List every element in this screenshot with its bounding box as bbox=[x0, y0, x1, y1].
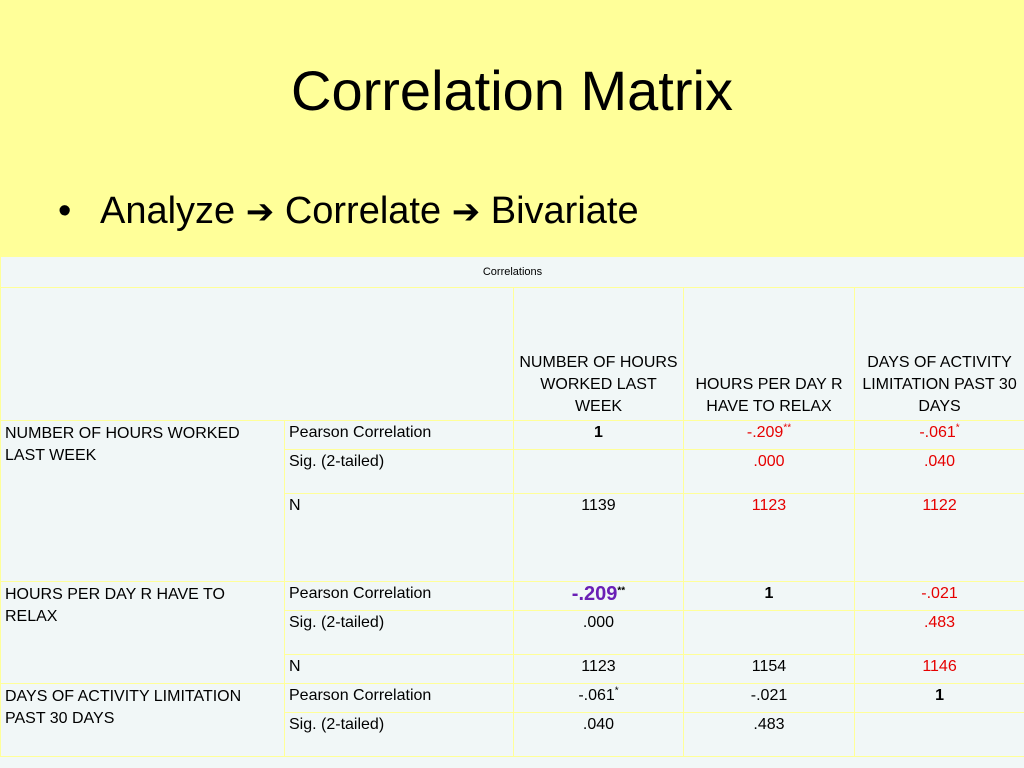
column-header-hours-relax: HOURS PER DAY R HAVE TO RELAX bbox=[683, 287, 855, 421]
menu-step-correlate: Correlate bbox=[284, 190, 442, 232]
table-cell: 1 bbox=[853, 683, 1024, 713]
table-cell: .483 bbox=[853, 610, 1024, 655]
row-label-hours-relax: HOURS PER DAY R HAVE TO RELAX bbox=[0, 581, 285, 684]
table-cell: .040 bbox=[853, 449, 1024, 494]
correlations-table-panel: Correlations NUMBER OF HOURS WORKED LAST… bbox=[0, 256, 1024, 768]
table-row: Sig. (2-tailed) .000 .483 bbox=[1, 610, 1024, 655]
correlations-table: Correlations NUMBER OF HOURS WORKED LAST… bbox=[0, 256, 1024, 757]
stat-label-n: N bbox=[284, 654, 514, 684]
table-row: NUMBER OF HOURS WORKED LAST WEEK Pearson… bbox=[0, 420, 1024, 582]
row-label-hours-worked: NUMBER OF HOURS WORKED LAST WEEK bbox=[0, 420, 285, 582]
table-row: Sig. (2-tailed) .040 .483 bbox=[1, 712, 1024, 757]
table-cell: .040 bbox=[513, 712, 684, 757]
header-blank-cell bbox=[0, 287, 514, 421]
slide-title: Correlation Matrix bbox=[291, 59, 733, 122]
table-cell: 1 bbox=[513, 420, 684, 450]
table-cell: 1 bbox=[683, 581, 855, 611]
table-cell: -.021 bbox=[683, 683, 855, 713]
table-cell: 1122 bbox=[853, 493, 1024, 582]
table-cell bbox=[853, 712, 1024, 757]
table-row: HOURS PER DAY R HAVE TO RELAX Pearson Co… bbox=[0, 581, 1024, 684]
stat-label-pearson: Pearson Correlation bbox=[284, 683, 514, 713]
table-cell: -.061* bbox=[513, 683, 684, 713]
table-cell: -.021 bbox=[853, 581, 1024, 611]
table-cell: -.209** bbox=[513, 581, 684, 611]
table-cell: 1123 bbox=[683, 493, 855, 582]
right-arrow-icon: ➔ bbox=[451, 193, 481, 231]
table-cell: .483 bbox=[683, 712, 855, 757]
right-arrow-icon: ➔ bbox=[245, 193, 275, 231]
column-header-hours-worked: NUMBER OF HOURS WORKED LAST WEEK bbox=[513, 287, 684, 421]
menu-step-analyze: Analyze bbox=[100, 190, 236, 232]
stat-label-sig: Sig. (2-tailed) bbox=[284, 610, 514, 655]
table-cell: 1139 bbox=[513, 493, 684, 582]
table-row: DAYS OF ACTIVITY LIMITATION PAST 30 DAYS… bbox=[0, 683, 1024, 757]
row-label-days-limitation: DAYS OF ACTIVITY LIMITATION PAST 30 DAYS bbox=[0, 683, 285, 757]
bullet-item: • Analyze ➔ Correlate ➔ Bivariate bbox=[58, 190, 639, 233]
table-row: N 1139 1123 1122 bbox=[1, 493, 1024, 582]
stat-label-n: N bbox=[284, 493, 514, 582]
table-cell: .000 bbox=[683, 449, 855, 494]
table-cell bbox=[513, 449, 684, 494]
table-cell: -.061* bbox=[853, 420, 1024, 450]
table-cell: 1123 bbox=[513, 654, 684, 684]
table-cell bbox=[683, 610, 855, 655]
table-cell: 1146 bbox=[853, 654, 1024, 684]
bullet-dot-icon: • bbox=[58, 190, 72, 232]
stat-label-pearson: Pearson Correlation bbox=[284, 420, 514, 450]
table-cell: -.209** bbox=[683, 420, 855, 450]
stat-label-sig: Sig. (2-tailed) bbox=[284, 712, 514, 757]
stat-label-sig: Sig. (2-tailed) bbox=[284, 449, 514, 494]
menu-step-bivariate: Bivariate bbox=[490, 190, 639, 232]
table-cell: 1154 bbox=[683, 654, 855, 684]
table-cell: .000 bbox=[513, 610, 684, 655]
column-header-days-limitation: DAYS OF ACTIVITY LIMITATION PAST 30 DAYS bbox=[853, 287, 1024, 421]
stat-label-pearson: Pearson Correlation bbox=[284, 581, 514, 611]
table-caption: Correlations bbox=[0, 256, 1024, 288]
